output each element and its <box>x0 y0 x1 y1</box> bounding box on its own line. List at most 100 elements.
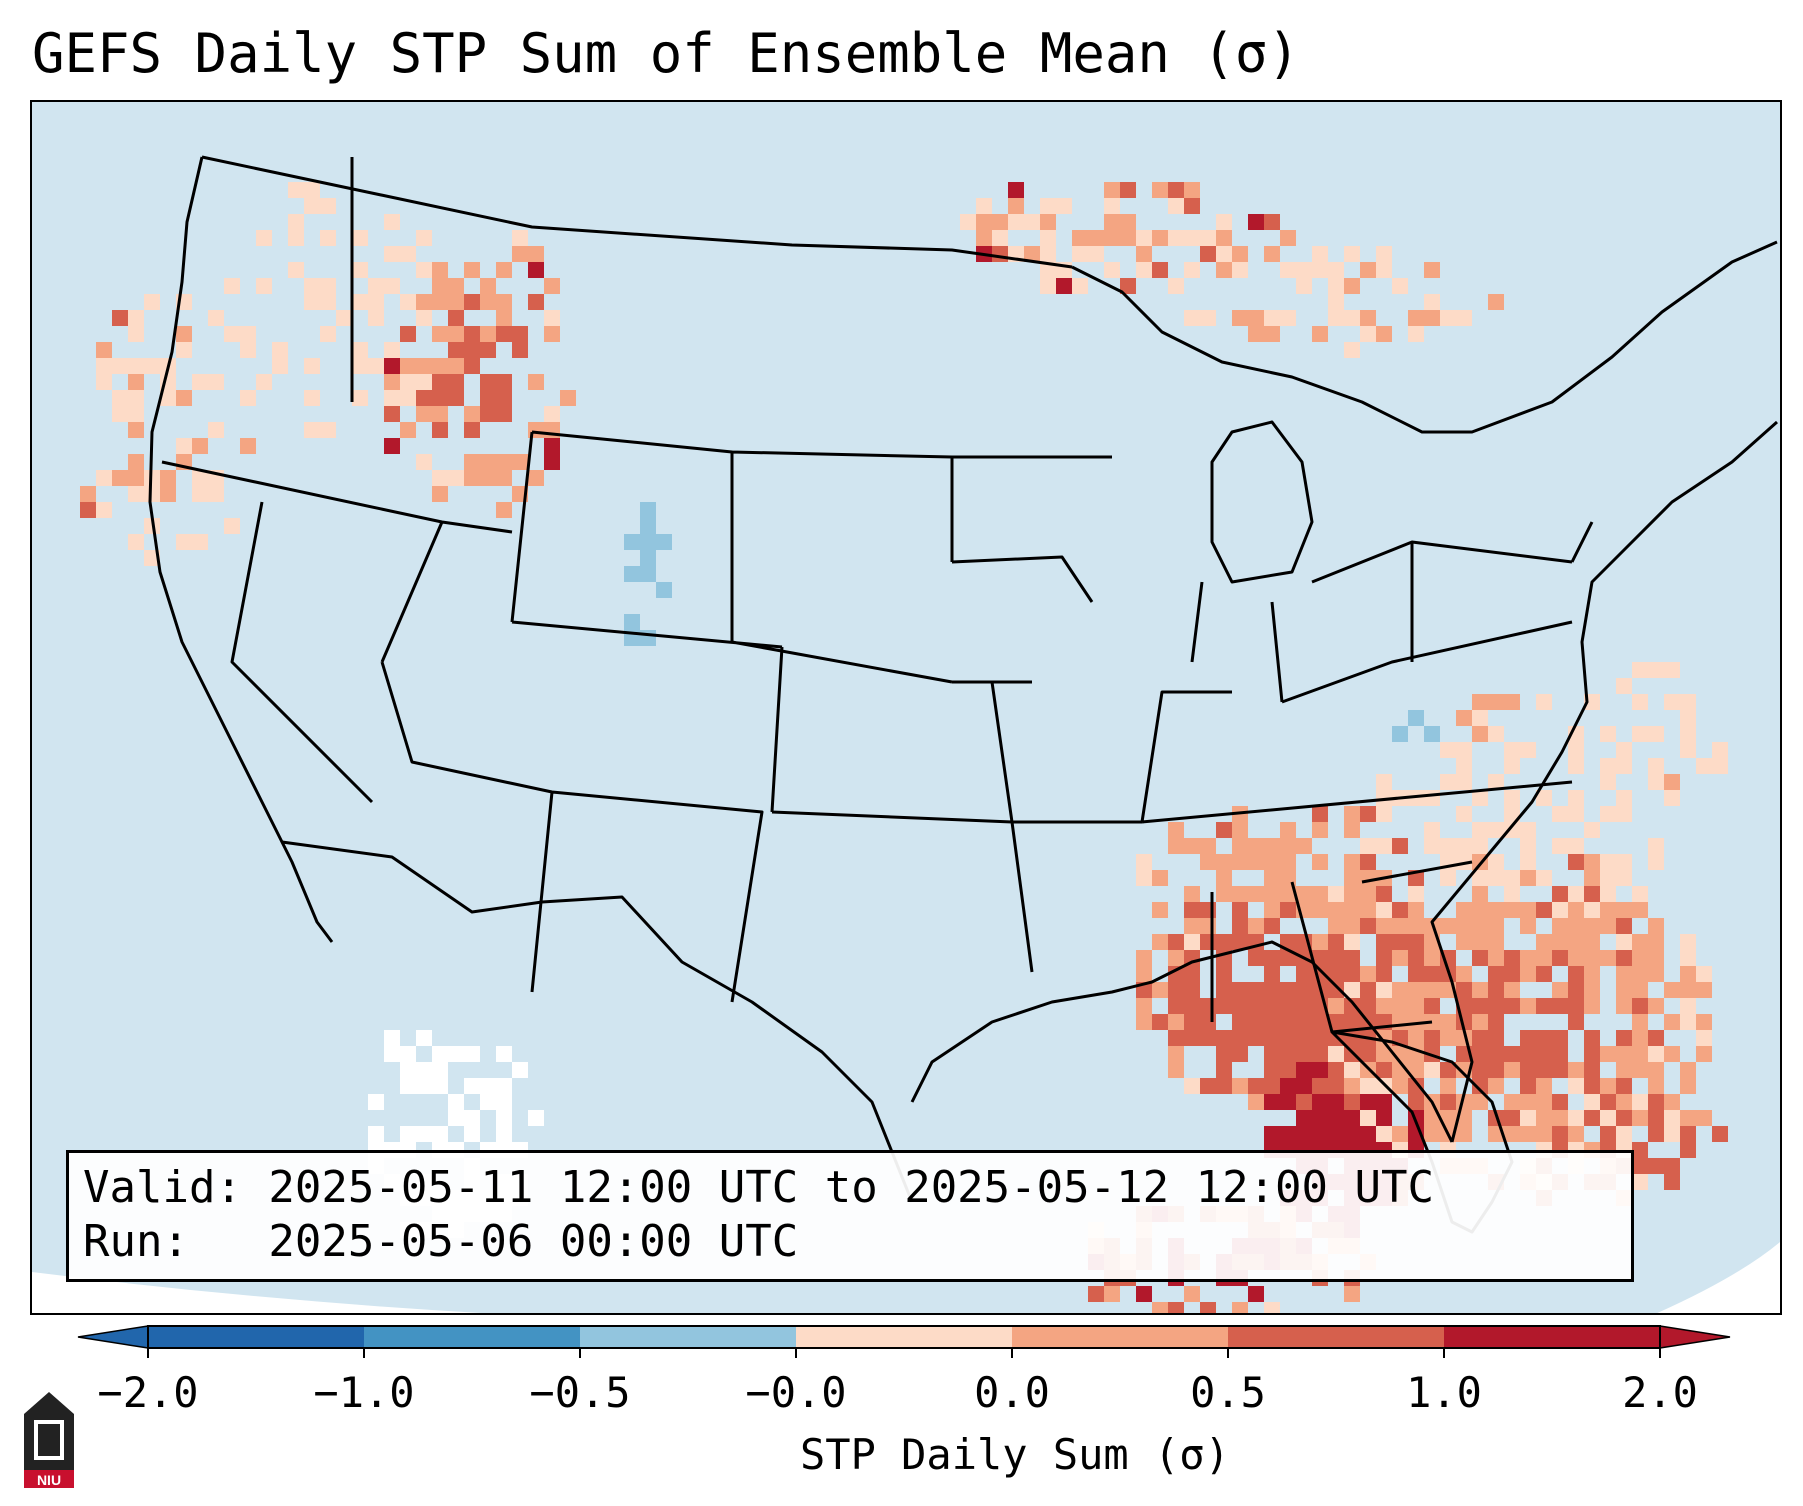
anomaly-cell <box>1472 1030 1488 1046</box>
anomaly-cell <box>1328 1094 1344 1110</box>
west-coast <box>148 156 334 943</box>
anomaly-cell <box>1168 998 1184 1014</box>
anomaly-cell <box>1632 1062 1648 1078</box>
anomaly-cell <box>1216 934 1232 950</box>
anomaly-cell <box>544 438 560 454</box>
anomaly-cell <box>1424 998 1440 1014</box>
anomaly-cell <box>1472 726 1488 742</box>
anomaly-cell <box>1600 870 1616 886</box>
anomaly-cell <box>1632 1158 1648 1174</box>
anomaly-cell <box>1264 1126 1280 1142</box>
anomaly-cell <box>416 390 432 406</box>
anomaly-cell <box>1680 1110 1696 1126</box>
anomaly-cell <box>1168 1030 1184 1046</box>
anomaly-cell <box>1296 1030 1312 1046</box>
anomaly-cell <box>416 1078 432 1094</box>
anomaly-cell <box>1536 694 1552 710</box>
anomaly-cell <box>1696 758 1712 774</box>
anomaly-cell <box>1600 854 1616 870</box>
anomaly-cell <box>416 1030 432 1046</box>
anomaly-cell <box>1584 1046 1600 1062</box>
anomaly-cell <box>320 422 336 438</box>
anomaly-cell <box>1456 934 1472 950</box>
anomaly-cell <box>1504 982 1520 998</box>
anomaly-cell <box>992 214 1008 230</box>
anomaly-cell <box>1536 790 1552 806</box>
anomaly-cell <box>1216 998 1232 1014</box>
anomaly-cell <box>1472 918 1488 934</box>
anomaly-cell <box>1680 1014 1696 1030</box>
anomaly-cell <box>1344 1110 1360 1126</box>
anomaly-cell <box>1360 902 1376 918</box>
anomaly-cell <box>464 454 480 470</box>
anomaly-cell <box>1296 982 1312 998</box>
anomaly-cell <box>1504 742 1520 758</box>
anomaly-cell <box>1360 966 1376 982</box>
anomaly-cell <box>1616 1110 1632 1126</box>
anomaly-cell <box>1200 838 1216 854</box>
anomaly-cell <box>1168 1014 1184 1030</box>
anomaly-cell <box>1472 1014 1488 1030</box>
anomaly-cell <box>1520 742 1536 758</box>
anomaly-cell <box>656 582 672 598</box>
anomaly-cell <box>1488 998 1504 1014</box>
anomaly-cell <box>1456 966 1472 982</box>
anomaly-cell <box>1392 950 1408 966</box>
anomaly-cell <box>624 614 640 630</box>
anomaly-cell <box>1616 1062 1632 1078</box>
anomaly-cell <box>1504 1046 1520 1062</box>
anomaly-cell <box>1408 982 1424 998</box>
anomaly-cell <box>1408 1014 1424 1030</box>
anomaly-cell <box>1184 886 1200 902</box>
anomaly-cell <box>128 486 144 502</box>
anomaly-cell <box>1216 246 1232 262</box>
colorbar-tick-label: 1.0 <box>1406 1368 1482 1417</box>
anomaly-cell <box>1664 694 1680 710</box>
anomaly-cell <box>1376 1110 1392 1126</box>
anomaly-cell <box>1392 998 1408 1014</box>
anomaly-cell <box>288 230 304 246</box>
anomaly-cell <box>544 278 560 294</box>
anomaly-cell <box>1440 870 1456 886</box>
anomaly-cell <box>1216 854 1232 870</box>
anomaly-cell <box>1520 966 1536 982</box>
anomaly-cell <box>1616 998 1632 1014</box>
anomaly-cell <box>1632 982 1648 998</box>
anomaly-cell <box>1328 1014 1344 1030</box>
atlantic-coast <box>1430 420 1778 1143</box>
anomaly-cell <box>1680 934 1696 950</box>
anomaly-cell <box>112 470 128 486</box>
anomaly-cell <box>416 310 432 326</box>
anomaly-cell <box>1168 182 1184 198</box>
anomaly-cell <box>1424 262 1440 278</box>
anomaly-cell <box>1216 822 1232 838</box>
anomaly-cell <box>400 294 416 310</box>
anomaly-cell <box>1472 1094 1488 1110</box>
anomaly-cell <box>528 470 544 486</box>
colorbar-label: STP Daily Sum (σ) <box>800 1430 1230 1479</box>
anomaly-cell <box>640 502 656 518</box>
anomaly-cell <box>1456 774 1472 790</box>
anomaly-cell <box>1232 246 1248 262</box>
anomaly-cell <box>1680 710 1696 726</box>
anomaly-cell <box>1568 854 1584 870</box>
anomaly-cell <box>1648 662 1664 678</box>
anomaly-cell <box>1632 1014 1648 1030</box>
anomaly-cell <box>528 294 544 310</box>
anomaly-cell <box>1408 966 1424 982</box>
anomaly-cell <box>1120 230 1136 246</box>
anomaly-cell <box>496 326 512 342</box>
anomaly-cell <box>1152 902 1168 918</box>
anomaly-cell <box>1408 326 1424 342</box>
anomaly-cell <box>1552 1126 1568 1142</box>
anomaly-cell <box>1312 902 1328 918</box>
anomaly-cell <box>1536 902 1552 918</box>
anomaly-cell <box>1248 1078 1264 1094</box>
anomaly-cell <box>1168 1302 1184 1313</box>
anomaly-cell <box>1184 902 1200 918</box>
anomaly-cell <box>1376 998 1392 1014</box>
anomaly-cell <box>1488 726 1504 742</box>
anomaly-cell <box>1248 982 1264 998</box>
anomaly-cell <box>160 470 176 486</box>
anomaly-cell <box>1360 262 1376 278</box>
